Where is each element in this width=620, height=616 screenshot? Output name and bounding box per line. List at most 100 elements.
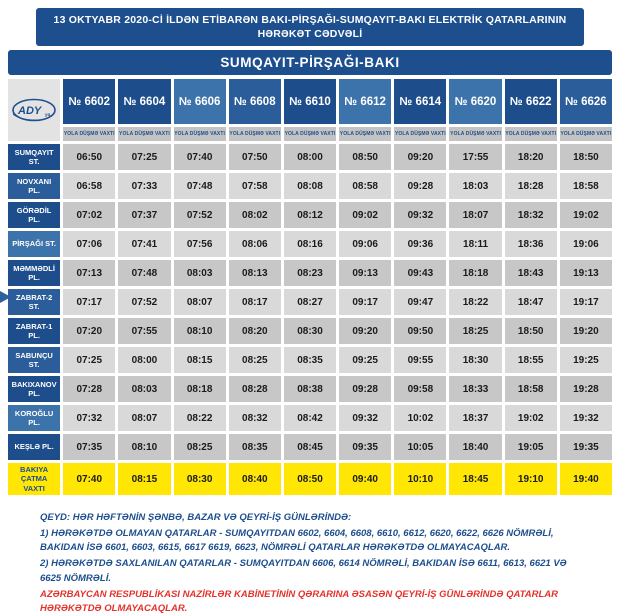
time-cell: 07:48 (173, 173, 226, 199)
timetable-body: SUMQAYIT ST. 06:50 07:25 07:40 07:50 08:00 08:… (8, 144, 612, 495)
arrival-time-cell: 19:10 (504, 463, 557, 495)
station-cell: BAKIXANOV PL. (8, 376, 61, 402)
time-cell: 18:07 (449, 202, 502, 228)
time-cell: 08:12 (283, 202, 337, 228)
time-cell: 08:17 (228, 289, 281, 315)
time-cell: 07:50 (228, 144, 281, 170)
ady-logo: ADY yq. (8, 79, 61, 141)
time-cell: 19:28 (559, 376, 612, 402)
time-cell: 08:25 (173, 434, 226, 460)
departure-time-label: YOLA DÜŞMƏ VAXTI (394, 127, 447, 141)
time-cell: 18:11 (449, 231, 502, 257)
time-cell: 07:20 (63, 318, 116, 344)
time-cell: 09:36 (394, 231, 447, 257)
note-qeyd-label: QEYD: (40, 512, 71, 523)
departure-time-label: YOLA DÜŞMƏ VAXTI (63, 127, 116, 141)
time-cell: 07:37 (118, 202, 171, 228)
time-cell: 07:02 (63, 202, 116, 228)
time-cell: 07:52 (118, 289, 171, 315)
time-cell: 18:55 (504, 347, 557, 373)
station-cell: ZABRAT-2 ST. (8, 289, 61, 315)
departure-time-label: YOLA DÜŞMƏ VAXTI (228, 127, 281, 141)
arrival-time-cell: 08:50 (283, 463, 337, 495)
time-cell: 07:17 (63, 289, 116, 315)
time-cell: 19:17 (559, 289, 612, 315)
time-cell: 09:20 (394, 144, 447, 170)
time-cell: 08:32 (228, 405, 281, 431)
time-cell: 07:52 (173, 202, 226, 228)
table-row: SABUNÇU ST. 07:25 08:00 08:15 08:25 08:35 09:2… (8, 347, 612, 373)
time-cell: 07:32 (63, 405, 116, 431)
note-line-1: QEYD: HƏR HƏFTƏNİN ŞƏNBƏ, BAZAR VƏ QEYRİ… (40, 511, 588, 526)
time-cell: 08:03 (118, 376, 171, 402)
time-cell: 06:50 (63, 144, 116, 170)
note-1-label: 1) HƏRƏKƏTDƏ OLMAYAN QATARLAR (40, 527, 217, 539)
train-number-cell: № 6626 (559, 79, 612, 124)
ady-logo-icon: ADY yq. (12, 98, 56, 122)
time-cell: 07:13 (63, 260, 116, 286)
time-cell: 07:48 (118, 260, 171, 286)
note-line-2: 1) HƏRƏKƏTDƏ OLMAYAN QATARLAR - SUMQAYIT… (40, 527, 588, 556)
station-cell: ZABRAT-1 PL. (8, 318, 61, 344)
arrival-time-cell: 08:40 (228, 463, 281, 495)
route-title-banner: SUMQAYIT-PİRŞAĞI-BAKI (8, 50, 612, 75)
time-cell: 08:00 (283, 144, 337, 170)
time-cell: 08:00 (118, 347, 171, 373)
time-cell: 08:02 (228, 202, 281, 228)
time-cell: 09:35 (339, 434, 392, 460)
table-row: KEŞLƏ PL. 07:35 08:10 08:25 08:35 08:45 09:35 1… (8, 434, 612, 460)
time-cell: 07:06 (63, 231, 116, 257)
time-cell: 19:06 (559, 231, 612, 257)
time-cell: 18:30 (449, 347, 502, 373)
time-cell: 08:10 (118, 434, 171, 460)
table-row: ZABRAT-1 PL. 07:20 07:55 08:10 08:20 08:30 09:… (8, 318, 612, 344)
time-cell: 18:32 (504, 202, 557, 228)
time-cell: 09:20 (339, 318, 392, 344)
note-line-red: AZƏRBAYCAN RESPUBLİKASI NAZİRLƏR KABİNET… (40, 588, 559, 615)
time-cell: 09:17 (339, 289, 392, 315)
time-cell: 07:41 (118, 231, 171, 257)
arrival-station-cell: BAKIYA ÇATMA VAXTI (8, 463, 61, 495)
time-cell: 07:35 (63, 434, 116, 460)
time-cell: 08:58 (339, 173, 392, 199)
time-cell: 09:47 (394, 289, 447, 315)
arrival-time-cell: 19:40 (559, 463, 612, 495)
note-2-label: 2) HƏRƏKƏTDƏ SAXLANILAN QATARLAR (40, 558, 232, 570)
note-qeyd-text: HƏR HƏFTƏNİN ŞƏNBƏ, BAZAR VƏ QEYRİ-İŞ GÜ… (70, 512, 352, 523)
table-row: SUMQAYIT ST. 06:50 07:25 07:40 07:50 08:00 08:… (8, 144, 612, 170)
time-cell: 19:20 (559, 318, 612, 344)
time-cell: 08:35 (283, 347, 337, 373)
ady-logo-text: ADY (17, 105, 43, 117)
note-1-text: - SUMQAYITDAN 6602, 6604, 6608, 6610, 66… (40, 527, 554, 554)
time-cell: 18:36 (504, 231, 557, 257)
station-cell: GÖRƏDİL PL. (8, 202, 61, 228)
station-cell: SABUNÇU ST. (8, 347, 61, 373)
time-cell: 18:20 (504, 144, 557, 170)
time-cell: 07:56 (173, 231, 226, 257)
time-cell: 08:10 (173, 318, 226, 344)
time-cell: 07:25 (63, 347, 116, 373)
station-cell: MƏMMƏDLİ PL. (8, 260, 61, 286)
station-cell: KEŞLƏ PL. (8, 434, 61, 460)
station-cell: PİRŞAĞI ST. (8, 231, 61, 257)
station-cell: SUMQAYIT ST. (8, 144, 61, 170)
time-cell: 17:55 (449, 144, 502, 170)
table-row: NOVXANI PL. 06:58 07:33 07:48 07:58 08:08 08:5… (8, 173, 612, 199)
time-cell: 08:25 (228, 347, 281, 373)
train-number-cell: № 6610 (283, 79, 337, 124)
departure-time-label: YOLA DÜŞMƏ VAXTI (449, 127, 502, 141)
time-cell: 08:22 (173, 405, 226, 431)
time-cell: 08:13 (228, 260, 281, 286)
time-cell: 18:58 (504, 376, 557, 402)
arrival-row: BAKIYA ÇATMA VAXTI 07:40 08:15 08:30 08:40 08… (8, 463, 612, 495)
time-cell: 07:25 (118, 144, 171, 170)
station-cell: KOROĞLU PL. (8, 405, 61, 431)
time-cell: 09:32 (394, 202, 447, 228)
time-cell: 08:38 (283, 376, 337, 402)
table-row: MƏMMƏDLİ PL. 07:13 07:48 08:03 08:13 08:23 09:… (8, 260, 612, 286)
time-cell: 10:05 (394, 434, 447, 460)
time-cell: 08:07 (173, 289, 226, 315)
ady-logo-suffix: yq. (45, 112, 52, 117)
time-cell: 07:28 (63, 376, 116, 402)
